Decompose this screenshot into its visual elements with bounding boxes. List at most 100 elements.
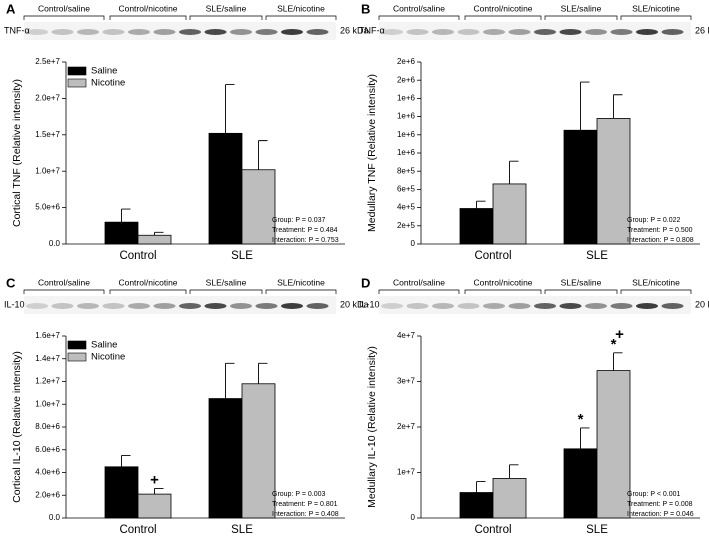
annotation: + (150, 471, 159, 488)
blot-band (128, 29, 150, 35)
bar (563, 129, 598, 245)
lane-bracket (544, 289, 618, 294)
blot-band (661, 29, 684, 35)
blot-band (230, 303, 252, 309)
blot-band (204, 303, 227, 309)
panel-letter: D (361, 275, 370, 290)
lane-label: SLE/nicotine (277, 3, 325, 13)
lane-bracket (464, 15, 542, 20)
y-axis-title: Cortical TNF (Relative intensity) (11, 79, 23, 227)
blot-band (281, 303, 303, 309)
x-tick-label: SLE (586, 250, 608, 262)
y-tick-label: 4.0e+6 (35, 468, 60, 477)
y-tick-label: 6e+5 (397, 185, 416, 194)
error-bar (258, 140, 268, 170)
lane-label: SLE/saline (206, 277, 247, 287)
y-tick-label: 0.0 (49, 513, 61, 522)
blot-band (128, 303, 150, 309)
lane-label: Control/nicotine (473, 3, 532, 13)
panel-letter: B (361, 1, 370, 16)
x-tick-label: SLE (231, 524, 253, 536)
stats-line: Group: P = 0.022 (627, 217, 680, 224)
error-bar (121, 208, 131, 223)
y-tick-label: 2e+6 (397, 57, 416, 66)
stats-line: Treatment: P = 0.801 (272, 501, 338, 508)
blot-band (102, 303, 125, 309)
y-tick-label: 1e+7 (397, 468, 416, 477)
y-tick-label: 1.4e+7 (35, 354, 60, 363)
error-bar (613, 352, 623, 371)
y-tick-label: 1e+6 (397, 94, 416, 103)
bar (492, 478, 527, 519)
stats-line: Group: P < 0.001 (627, 491, 680, 498)
lane-bracket (189, 15, 263, 20)
blot-band (306, 29, 329, 35)
blot-band (102, 29, 125, 35)
blot-band (406, 303, 429, 309)
x-tick-label: SLE (586, 524, 608, 536)
annotation: * (611, 336, 617, 353)
legend-swatch (67, 78, 87, 88)
blot-label: TNF-α (359, 25, 385, 35)
stats-line: Interaction: P = 0.753 (272, 237, 339, 244)
lane-bracket (23, 15, 105, 20)
bar (104, 221, 139, 245)
blot-label: IL-10 (359, 299, 380, 309)
y-tick-label: 1.5e+7 (35, 130, 60, 139)
stats-line: Interaction: P = 0.046 (627, 511, 694, 518)
bar (459, 492, 494, 519)
blot-band (255, 29, 278, 35)
y-tick-label: 1.2e+7 (35, 377, 60, 386)
bar (596, 118, 631, 245)
error-bar (225, 84, 235, 134)
blot-band (610, 303, 633, 309)
y-tick-label: 2e+6 (397, 75, 416, 84)
stats-line: Interaction: P = 0.408 (272, 511, 339, 518)
annotation: * (578, 411, 584, 428)
y-tick-label: 2e+7 (397, 422, 416, 431)
y-tick-label: 2e+5 (397, 221, 416, 230)
x-tick-label: SLE (231, 250, 253, 262)
blot-band (153, 29, 176, 35)
stats-line: Treatment: P = 0.500 (627, 227, 693, 234)
lane-bracket (109, 15, 187, 20)
blot-band (51, 303, 74, 309)
error-bar (580, 81, 590, 131)
legend-label: Saline (91, 340, 117, 351)
legend-swatch (67, 66, 87, 76)
blot-band (559, 303, 582, 309)
lane-label: SLE/nicotine (277, 277, 325, 287)
lane-bracket (378, 289, 460, 294)
y-tick-label: 2.5e+7 (35, 57, 60, 66)
lane-label: SLE/saline (561, 277, 602, 287)
blot-band (255, 303, 278, 309)
bar (208, 398, 243, 519)
y-tick-label: 0 (411, 239, 416, 248)
y-tick-label: 5.0e+6 (35, 203, 60, 212)
y-tick-label: 2.0e+7 (35, 94, 60, 103)
y-axis-title: Cortical IL-10 (Relative intensity) (11, 351, 23, 503)
y-tick-label: 3e+7 (397, 377, 416, 386)
y-tick-label: 1.0e+7 (35, 166, 60, 175)
blot-band (483, 29, 505, 35)
y-tick-label: 4e+7 (397, 331, 416, 340)
stats-line: Treatment: P = 0.484 (272, 227, 338, 234)
y-tick-label: 1e+6 (397, 130, 416, 139)
lane-bracket (544, 15, 618, 20)
error-bar (476, 481, 486, 493)
blot-band (457, 303, 480, 309)
legend-swatch (67, 352, 87, 362)
lane-label: Control/saline (393, 277, 445, 287)
lane-bracket (109, 289, 187, 294)
lane-bracket (620, 15, 692, 20)
legend-label: Nicotine (91, 352, 125, 363)
x-tick-label: Control (119, 524, 156, 536)
stats-line: Group: P = 0.003 (272, 491, 325, 498)
y-tick-label: 1.0e+7 (35, 399, 60, 408)
blot-band (483, 303, 505, 309)
blot-band (77, 29, 99, 35)
blot-band (585, 303, 607, 309)
error-bar (154, 487, 164, 495)
lane-label: SLE/nicotine (632, 277, 680, 287)
